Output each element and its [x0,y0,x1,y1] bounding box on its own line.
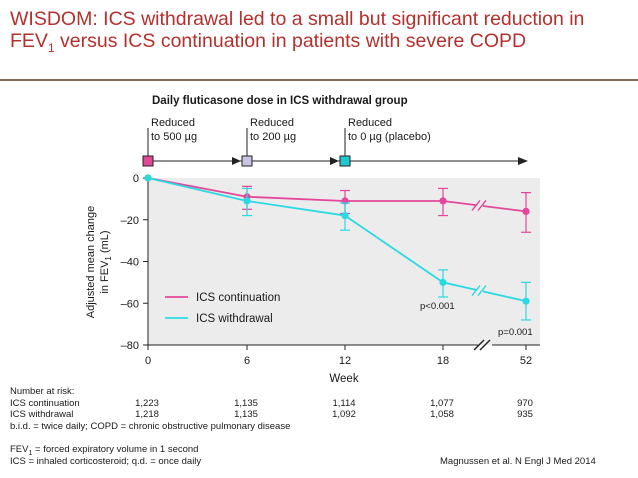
risk-row-continuation: ICS continuation 1,223 1,135 1,114 1,077… [10,397,533,409]
series-1-segment-2 [344,214,444,284]
x-tick-label-0: 0 [145,355,151,367]
step-marker-2 [339,155,351,167]
y-tick-label-0: 0 [133,173,139,185]
footnote-abbrev: b.i.d. = twice daily; COPD = chronic obs… [10,421,291,432]
series-1-segment-0 [147,177,248,202]
x-axis-break-mark-1 [473,339,485,351]
series-1-point-1 [243,197,251,205]
timeline-arrowhead-1 [330,157,339,165]
risk-row-withdrawal: ICS withdrawal 1,218 1,135 1,092 1,058 9… [10,409,533,420]
number-at-risk: Number at risk: ICS continuation 1,223 1… [10,386,630,421]
series-0-point-4 [522,207,530,215]
series-1-point-0 [144,174,152,182]
y-axis-label: Adjusted mean change [85,206,97,319]
x-tick-label-4: 52 [520,355,532,367]
series-0-break-gap [477,198,483,213]
chart-legend: ICS continuation ICS withdrawal [165,292,280,325]
series-0-segment-1 [246,195,346,202]
risk-header: Number at risk: [10,386,75,397]
step-marker-1 [241,155,253,167]
x-tick-label-1: 6 [244,355,250,367]
dose-timeline [142,128,528,167]
slide-title: WISDOM: ICS withdrawal led to a small bu… [10,8,585,55]
series-1-segment-1 [246,200,346,217]
series-0-break-mark-2 [477,200,487,211]
series-1 [144,174,531,321]
timeline-arrowhead-0 [232,157,241,165]
series-1-break-gap [477,283,483,298]
series-0-break-mark-1 [471,200,481,211]
x-tick-label-2: 12 [339,355,351,367]
y-tick-label-4: –80 [121,340,139,352]
citation: Magnussen et al. N Engl J Med 2014 [440,456,596,467]
series-1-point-4 [522,297,530,305]
p-value-annotation-1: p=0.001 [498,327,533,338]
x-axis-break-mark-2 [479,339,491,351]
series-1-point-2 [341,211,349,220]
y-tick-label-2: –40 [121,257,139,269]
p-value-annotation-0: p<0.001 [420,301,455,312]
legend-label-0: ICS continuation [196,292,280,304]
series-layer: ICS continuation ICS withdrawal p<0.001 p=0… [144,174,533,338]
step-label-500: Reduced to 500 µg [151,117,198,143]
chart-axes: 0 –20 –40 –60 –80 0 6 12 18 52 [121,173,540,367]
y-axis-label-line2: in FEV1 (mL) [99,230,113,293]
step-marker-0 [142,155,154,167]
y-tick-label-1: –20 [121,215,139,227]
dose-subtitle: Daily fluticasone dose in ICS withdrawal… [152,95,408,107]
x-tick-label-3: 18 [437,355,449,367]
timeline-arrowhead-end [518,157,528,165]
series-1-break-mark-1 [471,285,481,296]
footnote-fev1: FEV1 = forced expiratory volume in 1 sec… [10,444,199,457]
series-1-segment-3 [442,281,527,303]
series-0-point-3 [439,197,447,205]
footnote-ics: ICS = inhaled corticosteroid; q.d. = onc… [10,456,202,467]
legend-label-1: ICS withdrawal [196,313,273,325]
title-divider [0,79,638,81]
series-1-point-3 [439,278,447,286]
x-axis-label: Week [329,373,358,385]
series-1-break-mark-2 [477,285,487,296]
series-0-segment-3 [442,200,527,213]
y-tick-label-3: –60 [121,298,139,310]
step-label-0: Reduced to 0 µg (placebo) [348,117,431,143]
step-label-200: Reduced to 200 µg [250,117,297,143]
